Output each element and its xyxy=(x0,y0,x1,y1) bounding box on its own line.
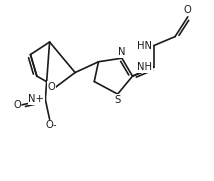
Text: O: O xyxy=(13,100,21,110)
Text: HN: HN xyxy=(137,41,152,51)
Text: N: N xyxy=(118,47,126,57)
Text: NH: NH xyxy=(137,62,152,72)
Text: O-: O- xyxy=(46,120,58,130)
Text: S: S xyxy=(114,95,121,105)
Text: O: O xyxy=(184,5,192,15)
Text: O: O xyxy=(47,82,55,92)
Text: N+: N+ xyxy=(28,94,44,104)
